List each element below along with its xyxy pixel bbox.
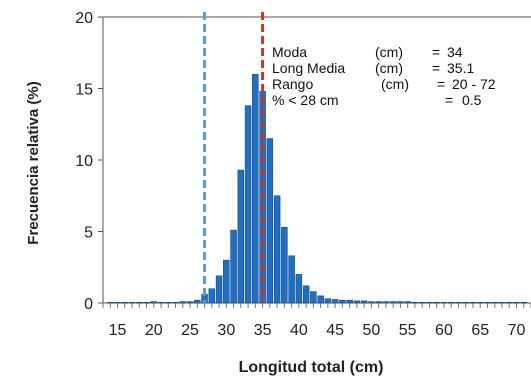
annotation-moda-label: Moda	[272, 44, 307, 60]
y-tick-label: 10	[75, 153, 93, 170]
histogram-bar	[353, 300, 361, 304]
histogram-bar	[252, 73, 259, 304]
x-tick-label: 15	[109, 322, 127, 339]
reference-lines	[203, 12, 265, 303]
x-tick-label: 20	[145, 322, 163, 339]
histogram-bar	[150, 301, 158, 304]
histogram-bar	[513, 302, 520, 304]
annotation-rango-unit: (cm)	[381, 76, 409, 92]
x-tick-label: 25	[181, 322, 199, 339]
histogram-bar	[295, 274, 303, 304]
histogram-bar	[281, 226, 288, 304]
histogram-bar	[346, 299, 353, 304]
annotation-media-unit: (cm)	[375, 60, 403, 76]
histogram-bar	[324, 298, 332, 304]
histogram-bar	[331, 299, 339, 304]
x-axis-label: Longitud total (cm)	[239, 359, 384, 376]
annotation-pct-value: 0.5	[462, 92, 482, 108]
histogram-bar	[433, 302, 440, 304]
histogram-bar	[382, 301, 390, 304]
stats-annotation: Moda (cm) = 34 Long Media (cm) = 35.1 Ra…	[272, 44, 496, 108]
annotation-rango-value: 20 - 72	[452, 76, 496, 92]
y-tick-label: 0	[84, 296, 93, 313]
histogram-bar	[520, 302, 527, 304]
histogram-bar	[426, 302, 433, 304]
histogram-bar	[397, 301, 404, 304]
histogram-bar	[223, 259, 230, 304]
x-tick-label: 55	[399, 322, 417, 339]
histogram-bar	[360, 300, 368, 304]
histogram-bar	[476, 302, 484, 304]
histogram-bar	[506, 302, 513, 304]
histogram-bar	[244, 105, 252, 304]
tick-labels: 0 5 10 15 20 15 20 25 30 35 40 45 50 55 60 65 70	[75, 10, 525, 339]
annotation-pct-eq: =	[445, 92, 453, 108]
x-tick-label: 45	[326, 322, 344, 339]
histogram-bar	[107, 302, 114, 304]
histogram-bar	[114, 302, 121, 304]
histogram-bar	[237, 169, 245, 304]
histogram-bar	[411, 302, 419, 304]
histogram-bar	[498, 302, 506, 304]
bars	[107, 73, 527, 304]
histogram-bar	[186, 301, 194, 304]
histogram-bar	[447, 302, 455, 304]
histogram-bar	[462, 302, 469, 304]
histogram-bar	[440, 302, 448, 304]
histogram-bar	[194, 299, 201, 304]
x-tick-label: 40	[290, 322, 308, 339]
x-tick-label: 65	[471, 322, 489, 339]
annotation-moda-eq: =	[432, 44, 440, 60]
histogram-bar	[165, 302, 172, 304]
histogram-bar	[339, 299, 346, 304]
annotation-media-label: Long Media	[272, 60, 345, 76]
annotation-media-eq: =	[432, 60, 440, 76]
histogram-bar	[288, 255, 295, 304]
annotation-pct-label: % < 28 cm	[272, 92, 339, 108]
histogram-bar	[208, 288, 216, 304]
histogram-bar	[121, 302, 128, 304]
histogram-bar	[310, 291, 317, 304]
histogram-bar	[375, 301, 382, 304]
histogram-bar	[215, 275, 223, 304]
x-tick-label: 35	[254, 322, 272, 339]
histogram-bar	[157, 302, 165, 304]
annotation-moda-value: 34	[447, 44, 463, 60]
histogram-bar	[172, 302, 179, 304]
histogram-bar	[484, 302, 491, 304]
y-tick-label: 5	[84, 225, 93, 242]
histogram-bar	[317, 295, 324, 304]
histogram-bar	[143, 302, 150, 304]
histogram-bar	[302, 285, 310, 304]
histogram-bar	[455, 302, 462, 304]
annotation-rango-eq: =	[437, 76, 445, 92]
x-tick-label: 50	[363, 322, 381, 339]
x-tick-label: 60	[435, 322, 453, 339]
histogram-bar	[266, 138, 274, 304]
x-tick-label: 30	[217, 322, 235, 339]
histogram-bar	[179, 301, 187, 304]
histogram-bar	[128, 302, 136, 304]
histogram-bar	[230, 229, 237, 304]
histogram-bar	[469, 302, 477, 304]
histogram-bar	[404, 301, 411, 304]
histogram-bar	[273, 195, 281, 304]
annotation-rango-label: Rango	[272, 76, 313, 92]
annotation-media-value: 35.1	[447, 60, 474, 76]
x-tick-label: 70	[508, 322, 526, 339]
histogram-bar	[491, 302, 498, 304]
y-tick-label: 15	[75, 82, 93, 99]
histogram-bar	[389, 301, 397, 304]
y-axis-label: Frecuencia relativa (%)	[25, 81, 42, 244]
histogram-bar	[368, 301, 375, 304]
histogram-bar	[418, 302, 426, 304]
histogram-bar	[136, 302, 143, 304]
y-tick-label: 20	[75, 10, 93, 27]
annotation-moda-unit: (cm)	[375, 44, 403, 60]
